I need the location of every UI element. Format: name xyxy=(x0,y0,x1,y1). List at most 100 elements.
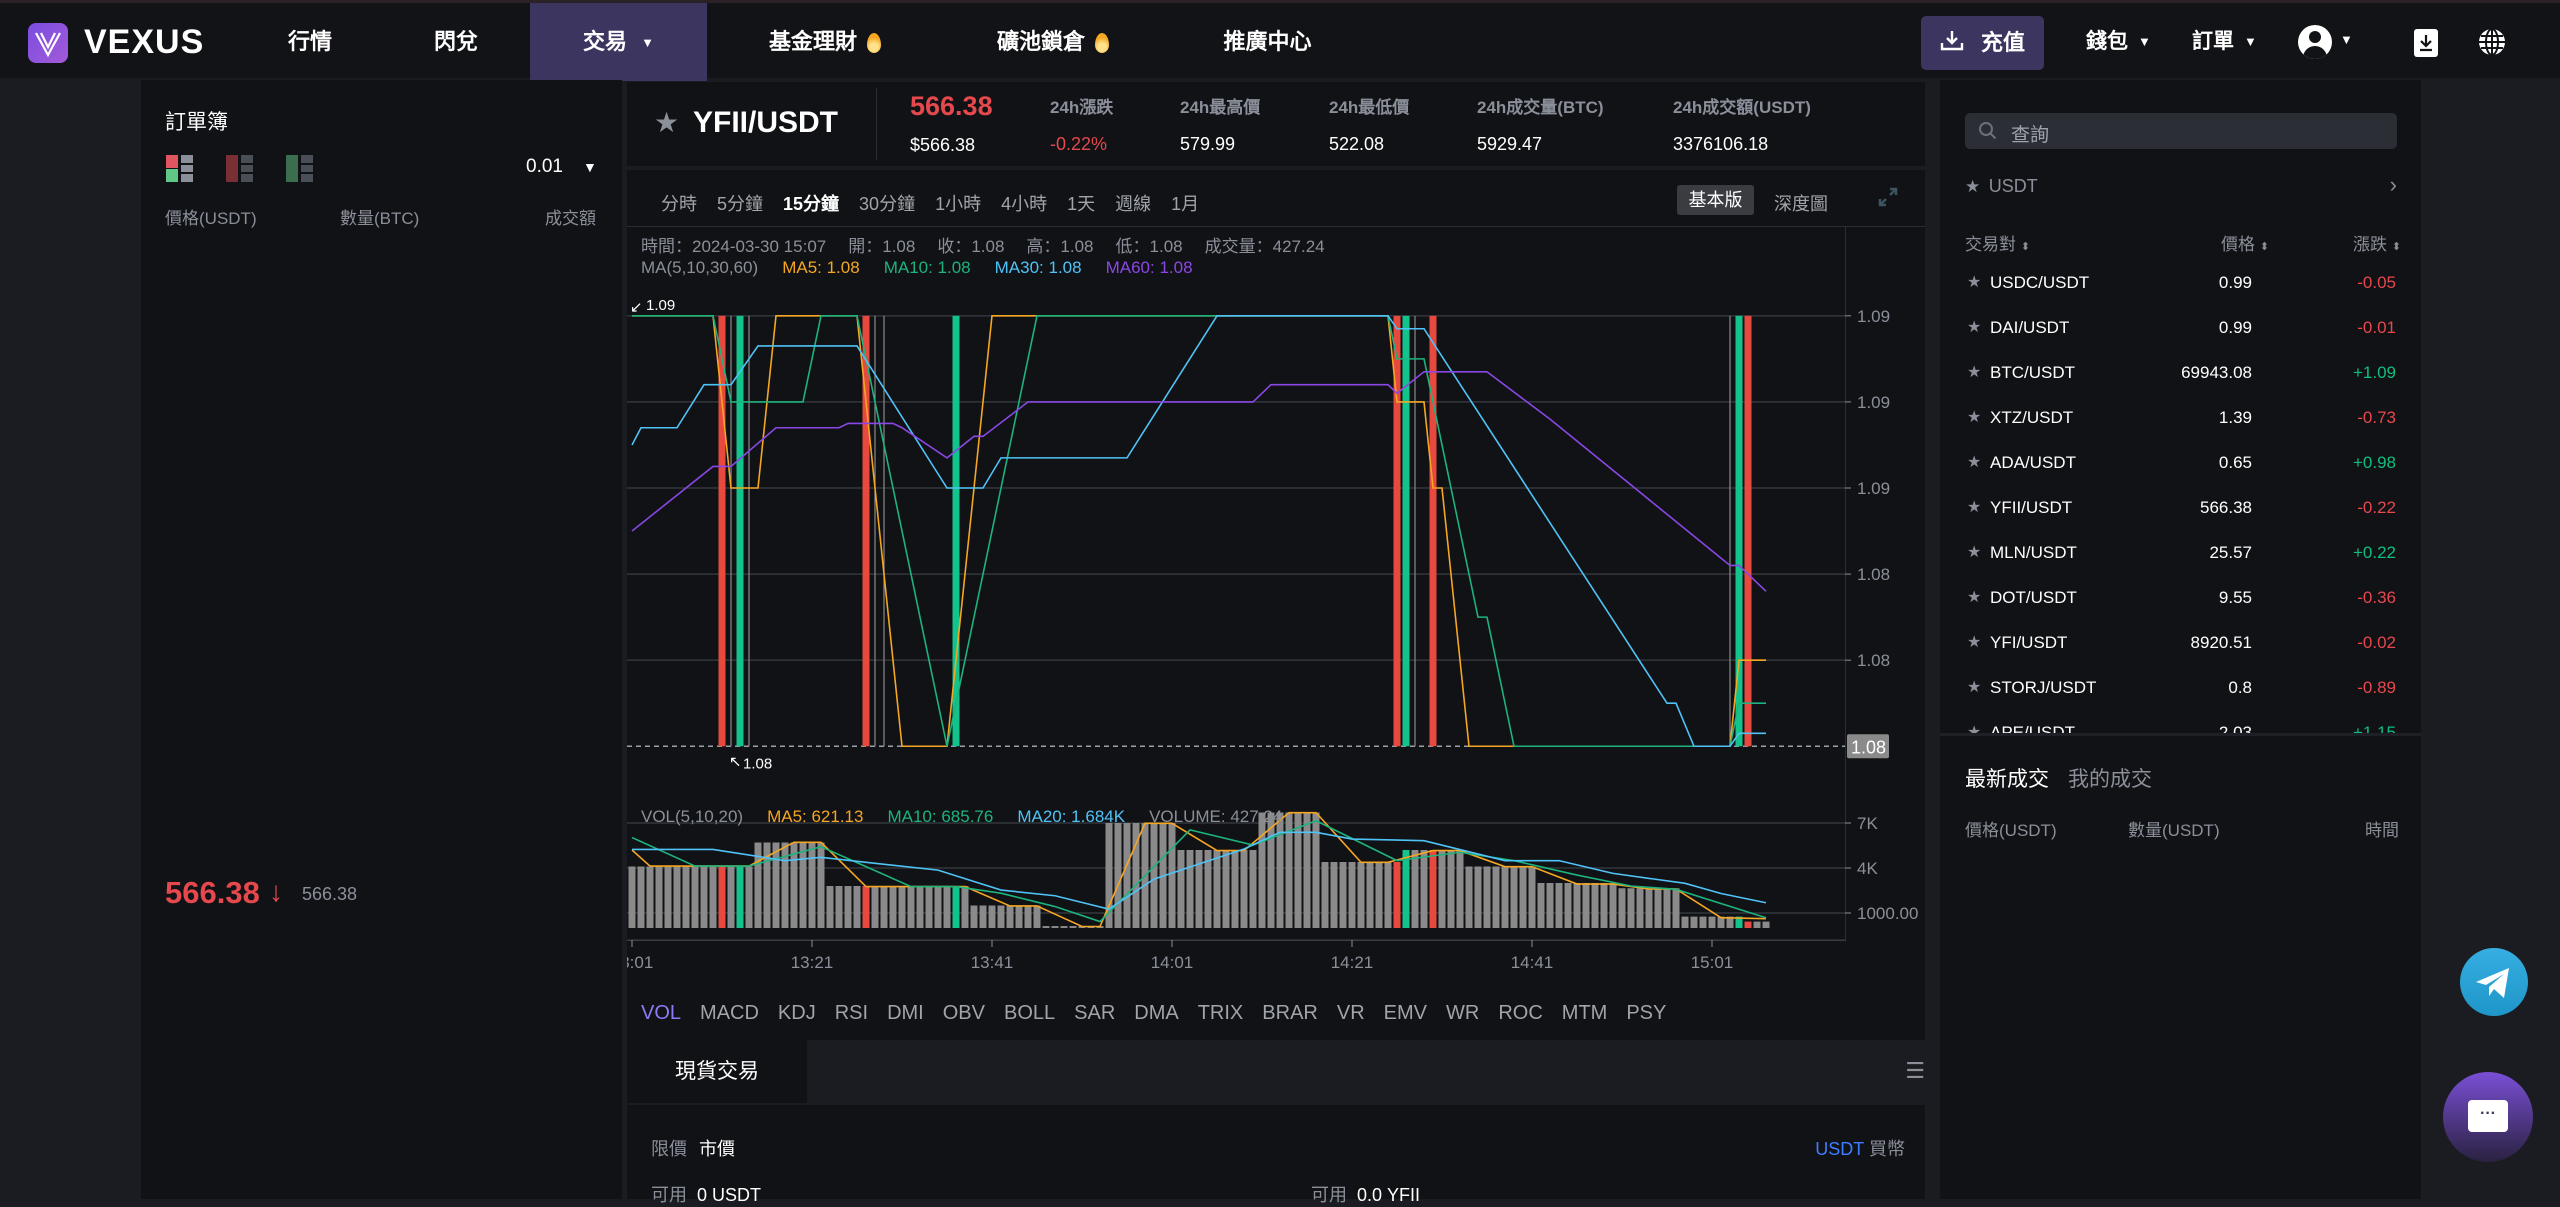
interval-tab[interactable]: 4小時 xyxy=(1001,194,1048,214)
indicator-tab[interactable]: VR xyxy=(1336,1002,1365,1024)
indicator-tab[interactable]: RSI xyxy=(834,1002,869,1024)
indicator-tab[interactable]: TRIX xyxy=(1197,1002,1244,1024)
vol-ma-line-ma20 xyxy=(632,831,1767,910)
indicator-tab[interactable]: BRAR xyxy=(1262,1002,1318,1024)
interval-tab[interactable]: 1月 xyxy=(1171,194,1200,214)
nav-trade[interactable]: 交易 ▼ xyxy=(530,3,707,81)
interval-tab[interactable]: 15分鐘 xyxy=(783,194,840,214)
interval-tab[interactable]: 5分鐘 xyxy=(717,194,764,214)
indicator-tab[interactable]: EMV xyxy=(1383,1002,1427,1024)
star-icon[interactable]: ★ xyxy=(1967,319,1982,336)
tab-latest-trades[interactable]: 最新成交 xyxy=(1965,768,2049,791)
nav-label: 閃兌 xyxy=(433,29,478,54)
interval-tab[interactable]: 30分鐘 xyxy=(859,194,916,214)
pair-price: 2.03 xyxy=(2218,723,2252,733)
star-icon[interactable]: ★ xyxy=(1967,589,1982,606)
brand-name[interactable]: VEXUS xyxy=(84,23,205,61)
market-row[interactable]: ★ ADA/USDT 0.65 +0.98 xyxy=(1940,440,2421,485)
market-row[interactable]: ★ APE/USDT 2.03 +1.15 xyxy=(1940,710,2421,733)
star-icon[interactable]: ★ xyxy=(1967,274,1982,291)
caret-down-icon[interactable]: ▼ xyxy=(2340,32,2353,47)
market-row[interactable]: ★ DAI/USDT 0.99 -0.01 xyxy=(1940,305,2421,350)
star-icon[interactable]: ★ xyxy=(1967,634,1982,651)
app-download-icon[interactable] xyxy=(2414,29,2438,57)
col-pair[interactable]: 交易對 ⬍ xyxy=(1965,230,2030,255)
deposit-button[interactable]: 充值 xyxy=(1921,16,2044,70)
indicator-tab[interactable]: DMA xyxy=(1134,1002,1179,1024)
nav-swap[interactable]: 閃兌 xyxy=(416,3,496,81)
nav-mining[interactable]: 礦池鎖倉 xyxy=(978,3,1128,81)
indicator-tab[interactable]: MACD xyxy=(700,1002,759,1024)
indicator-tab[interactable]: WR xyxy=(1446,1002,1480,1024)
orderbook-both-view-icon[interactable] xyxy=(166,155,194,183)
indicator-tab[interactable]: OBV xyxy=(942,1002,985,1024)
fullscreen-icon[interactable] xyxy=(1876,185,1900,209)
buy-currency-select[interactable]: USDT 買幣 xyxy=(1815,1135,1905,1161)
nav-fund[interactable]: 基金理財 xyxy=(745,3,905,81)
volume-bar xyxy=(1699,916,1707,928)
star-icon[interactable]: ★ xyxy=(1967,499,1982,516)
indicator-tab[interactable]: ROC xyxy=(1498,1002,1543,1024)
pair-name: YFI/USDT xyxy=(1990,633,2068,652)
interval-tab[interactable]: 分時 xyxy=(661,194,697,214)
menu-icon[interactable]: ☰ xyxy=(1905,1058,1925,1083)
tab-spot-trade[interactable]: 現貨交易 xyxy=(627,1040,807,1103)
indicator-tab[interactable]: SAR xyxy=(1074,1002,1116,1024)
indicator-tab[interactable]: KDJ xyxy=(777,1002,816,1024)
col-change[interactable]: 漲跌 ⬍ xyxy=(2353,230,2401,255)
arrow-down-icon: ↓ xyxy=(269,876,283,907)
candle-body xyxy=(1393,315,1401,747)
nav-referral[interactable]: 推廣中心 xyxy=(1210,3,1325,81)
vol-legend-item: MA5: 621.13 xyxy=(767,807,864,826)
indicator-tab[interactable]: PSY xyxy=(1626,1002,1667,1024)
view-basic-button[interactable]: 基本版 xyxy=(1677,185,1754,215)
star-icon[interactable]: ★ xyxy=(1967,724,1982,733)
orderbook-bids-view-icon[interactable] xyxy=(286,155,314,183)
live-chat-button[interactable]: ··· xyxy=(2443,1072,2533,1162)
star-icon[interactable]: ★ xyxy=(1967,679,1982,696)
interval-tab[interactable]: 1天 xyxy=(1067,194,1096,214)
star-icon[interactable]: ★ xyxy=(1967,454,1982,471)
volume-bar xyxy=(952,886,960,928)
market-row[interactable]: ★ XTZ/USDT 1.39 -0.73 xyxy=(1940,395,2421,440)
view-depth-button[interactable]: 深度圖 xyxy=(1774,194,1828,214)
orderbook-asks-view-icon[interactable] xyxy=(226,155,254,183)
interval-tab[interactable]: 1小時 xyxy=(935,194,982,214)
volume-chart[interactable]: 7K 4K 1000.00 13:01 13:21 13:41 14:01 14:21 14:4… xyxy=(627,790,1925,975)
market-row[interactable]: ★ DOT/USDT 9.55 -0.36 xyxy=(1940,575,2421,620)
volume-bar xyxy=(862,886,870,928)
pair-name: DOT/USDT xyxy=(1990,588,2077,607)
search-input[interactable]: 查詢 xyxy=(1965,113,2397,149)
globe-icon[interactable] xyxy=(2477,27,2507,57)
nav-market[interactable]: 行情 xyxy=(270,3,350,81)
indicator-tab[interactable]: BOLL xyxy=(1003,1002,1056,1024)
col-price[interactable]: 價格 ⬍ xyxy=(2221,230,2269,255)
market-row[interactable]: ★ YFII/USDT 566.38 -0.22 xyxy=(1940,485,2421,530)
interval-tab[interactable]: 週線 xyxy=(1115,194,1152,214)
star-icon[interactable]: ★ xyxy=(1967,409,1982,426)
star-icon[interactable]: ★ xyxy=(1967,364,1982,381)
indicator-tab[interactable]: VOL xyxy=(641,1002,682,1024)
order-type-market[interactable]: 市價 xyxy=(699,1139,735,1159)
market-row[interactable]: ★ BTC/USDT 69943.08 +1.09 xyxy=(1940,350,2421,395)
wallet-menu[interactable]: 錢包 ▼ xyxy=(2086,3,2151,81)
volume-bar xyxy=(1672,888,1680,928)
indicator-tab[interactable]: MTM xyxy=(1561,1002,1608,1024)
price-chart[interactable]: 1.091.091.091.081.081.08↙ 1.09↖ 1.08 xyxy=(627,290,1925,785)
market-row[interactable]: ★ STORJ/USDT 0.8 -0.89 xyxy=(1940,665,2421,710)
telegram-button[interactable] xyxy=(2460,948,2528,1016)
indicator-tab[interactable]: DMI xyxy=(887,1002,924,1024)
market-row[interactable]: ★ YFI/USDT 8920.51 -0.02 xyxy=(1940,620,2421,665)
orders-menu[interactable]: 訂單 ▼ xyxy=(2192,3,2257,81)
market-row[interactable]: ★ MLN/USDT 25.57 +0.22 xyxy=(1940,530,2421,575)
precision-select[interactable]: 0.01 ▼ xyxy=(526,156,597,178)
order-type-limit[interactable]: 限價 xyxy=(651,1139,687,1159)
star-icon[interactable]: ★ xyxy=(1967,544,1982,561)
vexus-logo-icon[interactable] xyxy=(28,23,68,63)
user-avatar-icon[interactable] xyxy=(2298,25,2332,59)
tab-my-trades[interactable]: 我的成交 xyxy=(2068,768,2152,791)
favorite-star-icon[interactable]: ★ xyxy=(654,107,680,138)
market-row[interactable]: ★ USDC/USDT 0.99 -0.05 xyxy=(1940,260,2421,305)
pair-name: MLN/USDT xyxy=(1990,543,2077,562)
quote-currency-row[interactable]: ★ USDT › xyxy=(1965,172,2397,206)
